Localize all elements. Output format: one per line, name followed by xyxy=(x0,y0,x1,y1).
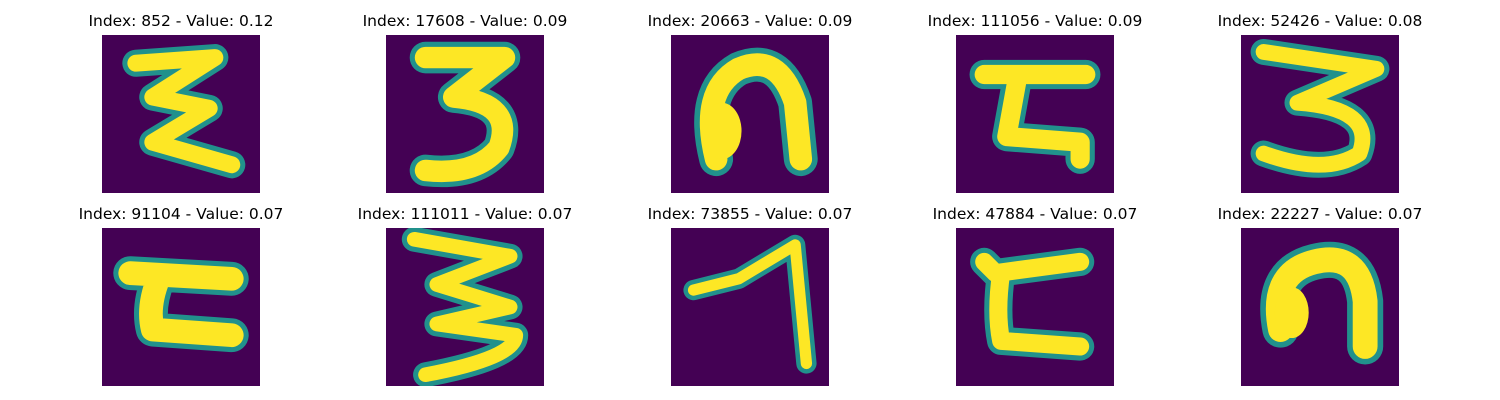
three-icon xyxy=(386,35,544,193)
panel-5: Index: 52426 - Value: 0.08 xyxy=(1180,10,1460,195)
panel-1: Index: 852 - Value: 0.12 xyxy=(41,10,321,195)
panel-8: Index: 73855 - Value: 0.07 xyxy=(610,203,890,388)
panel-title: Index: 47884 - Value: 0.07 xyxy=(932,205,1138,223)
seven-icon xyxy=(671,228,829,386)
panel-6: Index: 91104 - Value: 0.07 xyxy=(41,203,321,388)
panel-10: Index: 22227 - Value: 0.07 xyxy=(1180,203,1460,388)
panel-2: Index: 17608 - Value: 0.09 xyxy=(325,10,605,195)
c-shape-icon xyxy=(956,228,1114,386)
panel-7: Index: 111011 - Value: 0.07 xyxy=(325,203,605,388)
arch-icon xyxy=(671,35,829,193)
three-icon xyxy=(1241,35,1399,193)
panel-title: Index: 17608 - Value: 0.09 xyxy=(362,12,568,30)
panel-title: Index: 20663 - Value: 0.09 xyxy=(647,12,853,30)
panel-9: Index: 47884 - Value: 0.07 xyxy=(895,203,1175,388)
panel-title: Index: 852 - Value: 0.12 xyxy=(88,12,274,30)
panel-title: Index: 111011 - Value: 0.07 xyxy=(357,205,573,223)
panel-title: Index: 73855 - Value: 0.07 xyxy=(647,205,853,223)
panel-title: Index: 91104 - Value: 0.07 xyxy=(78,205,284,223)
panel-4: Index: 111056 - Value: 0.09 xyxy=(895,10,1175,195)
panel-3: Index: 20663 - Value: 0.09 xyxy=(610,10,890,195)
panel-title: Index: 52426 - Value: 0.08 xyxy=(1217,12,1423,30)
z-loop-icon xyxy=(102,35,260,193)
c-shape-icon xyxy=(102,228,260,386)
arch-icon xyxy=(1241,228,1399,386)
panel-title: Index: 22227 - Value: 0.07 xyxy=(1217,205,1423,223)
bracket-z-icon xyxy=(956,35,1114,193)
panel-title: Index: 111056 - Value: 0.09 xyxy=(927,12,1143,30)
zigzag-three-icon xyxy=(386,228,544,386)
